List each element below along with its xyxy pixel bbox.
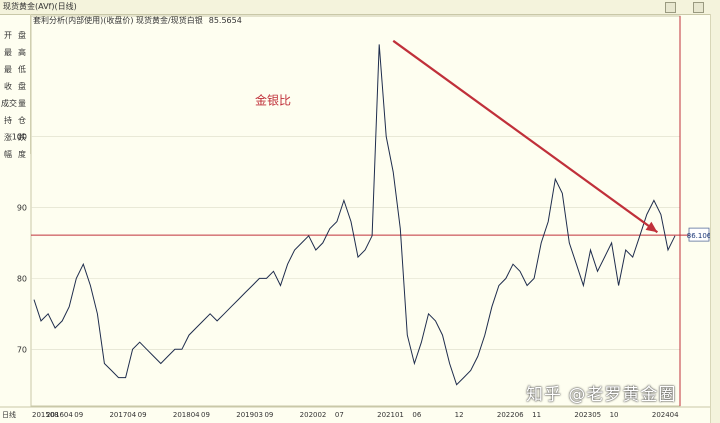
side-label: 度 [18, 150, 26, 159]
side-label: 最 [4, 48, 12, 57]
window-title: 现货黄金(AVf)(日线) [3, 2, 77, 11]
side-label: 收 [4, 82, 12, 91]
side-row-volume: 成交量 [0, 95, 30, 111]
ratio-series-line [33, 44, 676, 386]
side-row-open-interest: 持仓 [0, 112, 30, 128]
restore-button[interactable] [665, 2, 676, 13]
indicator-value: 85.5654 [208, 16, 242, 25]
side-label: 幅 [4, 150, 12, 159]
x-tick-label: 日线 [2, 410, 16, 419]
x-tick-label: 201704 [109, 411, 136, 419]
window-titlebar: 现货黄金(AVf)(日线) [0, 0, 720, 15]
x-tick-label: 09 [138, 411, 147, 419]
side-label: 量 [18, 99, 26, 108]
side-label: 成交 [1, 99, 17, 108]
side-row-change-pct: 幅度 [0, 146, 30, 162]
x-tick-label: 09 [264, 411, 273, 419]
side-label: 高 [18, 48, 26, 57]
side-row-change: 涨跌 [0, 129, 30, 145]
side-label: 盘 [18, 82, 26, 91]
x-tick-label: 202101 [377, 411, 404, 419]
y-tick-label: 100 [12, 133, 27, 142]
y-tick-label: 90 [17, 203, 27, 212]
x-tick-label: 201903 [236, 411, 263, 419]
x-tick-label: 12 [455, 411, 464, 419]
y-tick-label: 70 [17, 345, 27, 354]
side-row-open: 开盘 [0, 27, 30, 43]
current-value-box: 86.106 [687, 227, 710, 242]
x-tick-label: 10 [610, 411, 619, 419]
close-button[interactable] [693, 2, 704, 13]
chart-grid [30, 15, 681, 407]
right-scroll-strip[interactable] [710, 14, 720, 423]
side-label: 跌 [18, 133, 26, 142]
x-tick-label: 11 [532, 411, 541, 419]
side-row-close: 收盘 [0, 78, 30, 94]
x-tick-label: 202305 [574, 411, 601, 419]
x-tick-label: 09 [201, 411, 210, 419]
side-label: 低 [18, 65, 26, 74]
x-tick-label: 201804 [173, 411, 200, 419]
x-tick-label: 202206 [497, 411, 524, 419]
x-tick-label: 07 [335, 411, 344, 419]
x-tick-label: 202002 [300, 411, 327, 419]
y-tick-label: 80 [17, 274, 27, 283]
side-label: 仓 [18, 116, 26, 125]
arrow-shaft [392, 39, 659, 234]
y-axis: 70 80 90 100 [12, 133, 27, 355]
quote-side-panel: 开盘 最高 最低 收盘 成交量 持仓 涨跌 幅度 [0, 14, 31, 159]
side-label: 最 [4, 65, 12, 74]
side-label: 涨 [4, 133, 12, 142]
arrow-head [645, 221, 658, 233]
watermark: 知乎 @老罗黄金圈 [526, 385, 677, 405]
x-tick-label: 06 [412, 411, 421, 419]
trend-arrow [392, 39, 659, 234]
indicator-header: 套利分析(内部使用)(收盘价) 现货黄金/现货白银 85.5654 [33, 15, 242, 26]
side-row-low: 最低 [0, 61, 30, 77]
x-tick-label: 201604 [46, 411, 73, 419]
x-tick-label: 201508 [32, 411, 59, 419]
side-row-high: 最高 [0, 44, 30, 60]
chart-annotation: 金银比 [255, 93, 291, 108]
indicator-label: 套利分析(内部使用)(收盘价) 现货黄金/现货白银 [33, 16, 203, 25]
side-label: 盘 [18, 31, 26, 40]
side-label: 持 [4, 116, 12, 125]
side-label: 开 [4, 31, 12, 40]
x-tick-label: 202404 [652, 411, 679, 419]
current-value-frame [688, 227, 710, 242]
current-value-label: 86.106 [687, 232, 710, 240]
x-tick-label: 09 [74, 411, 83, 419]
plot-frame [30, 15, 681, 407]
